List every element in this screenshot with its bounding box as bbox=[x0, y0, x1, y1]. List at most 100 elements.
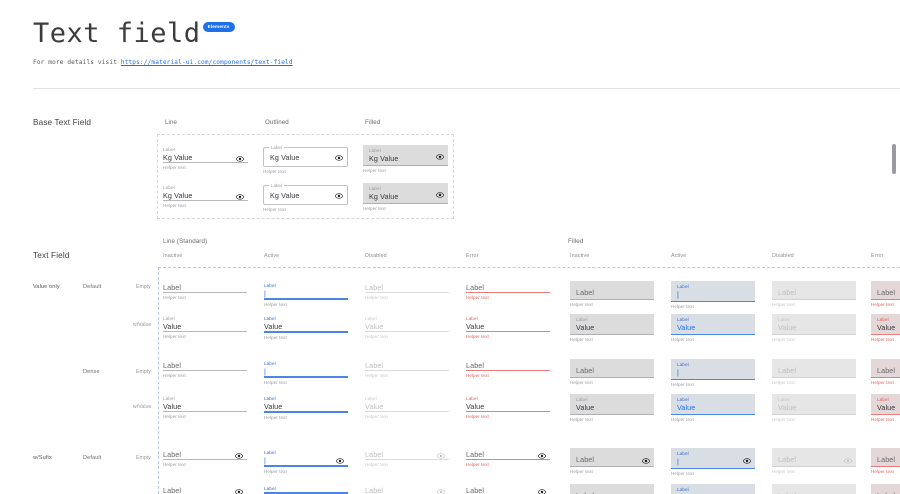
text-field-filled-active[interactable]: Label| bbox=[671, 484, 755, 494]
text-field-line-active[interactable]: Label | Helper text bbox=[264, 450, 348, 475]
text-field-filled-active[interactable]: Label | Helper text bbox=[671, 281, 755, 310]
base-field-outlined-2[interactable]: Label Kg Value Helper text bbox=[263, 183, 348, 213]
eye-icon[interactable] bbox=[436, 191, 444, 199]
text-field-line-active[interactable]: Label Value Helper text bbox=[264, 396, 348, 421]
field-box[interactable]: Label bbox=[772, 484, 856, 494]
field-box[interactable]: Label Value bbox=[570, 394, 654, 415]
field-box[interactable]: Label bbox=[570, 359, 654, 378]
eye-icon[interactable] bbox=[844, 457, 852, 465]
text-field-line-error[interactable]: Label Helper text bbox=[466, 450, 550, 468]
text-field-line-disabled[interactable]: Label Helper text bbox=[365, 283, 449, 301]
eye-icon[interactable] bbox=[236, 155, 244, 163]
field-box[interactable]: Label Value bbox=[671, 314, 755, 335]
field-box[interactable]: Label Value bbox=[772, 394, 856, 415]
text-field-filled-disabled[interactable]: Label Helper text bbox=[772, 448, 856, 475]
field-box[interactable]: Label| bbox=[671, 281, 755, 302]
field-box[interactable]: Label bbox=[570, 448, 654, 467]
text-field-filled-disabled[interactable]: Label Helper text bbox=[772, 359, 856, 386]
eye-icon[interactable] bbox=[335, 192, 343, 200]
text-field-filled-error[interactable]: Label bbox=[871, 484, 900, 494]
text-field-line-error[interactable]: Label Value Helper text bbox=[466, 396, 550, 420]
text-field-line-disabled[interactable]: Label Helper text bbox=[365, 450, 449, 468]
text-field-line-inactive[interactable]: Label Value Helper text bbox=[163, 396, 247, 420]
field-box[interactable]: Label Kg Value bbox=[263, 183, 348, 205]
field-box[interactable]: Label Value bbox=[671, 394, 755, 415]
field-box[interactable]: Label bbox=[570, 484, 654, 494]
text-field-line-disabled[interactable]: Label Value Helper text bbox=[365, 316, 449, 340]
text-field-filled-error[interactable]: Label Helper text bbox=[871, 359, 900, 386]
eye-icon[interactable] bbox=[538, 452, 546, 460]
eye-icon[interactable] bbox=[336, 457, 344, 465]
text-field-line-disabled[interactable]: Label Value Helper text bbox=[365, 396, 449, 420]
text-field-line-inactive[interactable]: Label Helper text bbox=[163, 450, 247, 468]
text-field-filled-inactive[interactable]: Label bbox=[570, 484, 654, 494]
text-field-filled-active[interactable]: Label | Helper text bbox=[671, 359, 755, 388]
text-field-filled-disabled[interactable]: Label Value Helper text bbox=[772, 314, 856, 343]
text-field-filled-active[interactable]: Label | Helper text bbox=[671, 448, 755, 477]
text-field-line-inactive[interactable]: Label Helper text bbox=[163, 361, 247, 379]
text-field-line-error[interactable]: Label Helper text bbox=[466, 283, 550, 301]
field-box[interactable]: Label bbox=[772, 281, 856, 300]
field-box[interactable]: Label bbox=[570, 281, 654, 300]
text-field-filled-error[interactable]: Label Helper text bbox=[871, 281, 900, 308]
text-field-filled-inactive[interactable]: Label Value Helper text bbox=[570, 314, 654, 343]
text-field-line-disabled[interactable]: Label bbox=[365, 486, 449, 494]
text-field-line-active[interactable]: Label bbox=[264, 486, 348, 494]
text-field-filled-inactive[interactable]: Label Value Helper text bbox=[570, 394, 654, 423]
text-field-line-inactive[interactable]: Label bbox=[163, 486, 247, 494]
text-field-filled-active[interactable]: Label Value Helper text bbox=[671, 314, 755, 343]
text-field-line-error[interactable]: Label Helper text bbox=[466, 361, 550, 379]
field-box[interactable]: Label bbox=[772, 359, 856, 378]
text-field-line-error[interactable]: Label bbox=[466, 486, 550, 494]
text-field-line-inactive[interactable]: Label Value Helper text bbox=[163, 316, 247, 340]
field-box[interactable]: Label| bbox=[671, 448, 755, 469]
text-field-filled-disabled[interactable]: Label bbox=[772, 484, 856, 494]
base-field-outlined-1[interactable]: Label Kg Value Helper text bbox=[263, 145, 348, 175]
text-field-line-active[interactable]: Label | Helper text bbox=[264, 283, 348, 308]
base-field-filled-1[interactable]: Label Kg Value Helper text bbox=[363, 145, 448, 174]
eye-icon[interactable] bbox=[235, 452, 243, 460]
text-field-line-active[interactable]: Label | Helper text bbox=[264, 361, 348, 386]
text-field-filled-error[interactable]: Label Helper text bbox=[871, 448, 900, 475]
text-field-filled-error[interactable]: Label Value Helper text bbox=[871, 314, 900, 343]
text-field-filled-error[interactable]: Label Value Helper text bbox=[871, 394, 900, 423]
eye-icon[interactable] bbox=[538, 488, 546, 494]
text-field-filled-disabled[interactable]: Label Value Helper text bbox=[772, 394, 856, 423]
field-box[interactable]: Label Value bbox=[871, 314, 900, 335]
text-field-filled-inactive[interactable]: Label Helper text bbox=[570, 359, 654, 386]
base-field-line-2[interactable]: Label Kg Value Helper text bbox=[163, 185, 248, 209]
text-field-filled-inactive[interactable]: Label Helper text bbox=[570, 448, 654, 475]
field-box[interactable]: Label Value bbox=[570, 314, 654, 335]
eye-icon[interactable] bbox=[436, 153, 444, 161]
eye-icon[interactable] bbox=[335, 154, 343, 162]
field-box[interactable]: Label Kg Value bbox=[263, 145, 348, 167]
text-field-line-active[interactable]: Label Value Helper text bbox=[264, 316, 348, 341]
scrollbar-thumb[interactable] bbox=[892, 144, 896, 174]
field-box[interactable]: Label bbox=[871, 281, 900, 300]
field-box[interactable]: Label Kg Value bbox=[363, 145, 448, 166]
text-field-filled-active[interactable]: Label Value Helper text bbox=[671, 394, 755, 423]
field-box[interactable]: Label Kg Value bbox=[363, 183, 448, 204]
docs-link[interactable]: https://material-ui.com/components/text-… bbox=[120, 59, 293, 66]
eye-icon[interactable] bbox=[235, 488, 243, 494]
field-box[interactable]: Label Value bbox=[772, 314, 856, 335]
text-field-filled-disabled[interactable]: Label Helper text bbox=[772, 281, 856, 308]
field-box[interactable]: Label| bbox=[671, 359, 755, 380]
eye-icon[interactable] bbox=[437, 488, 445, 494]
text-field-line-inactive[interactable]: Label Helper text bbox=[163, 283, 247, 301]
eye-icon[interactable] bbox=[642, 457, 650, 465]
base-field-filled-2[interactable]: Label Kg Value Helper text bbox=[363, 183, 448, 212]
eye-icon[interactable] bbox=[236, 193, 244, 201]
eye-icon[interactable] bbox=[743, 457, 751, 465]
eye-icon[interactable] bbox=[437, 452, 445, 460]
base-field-line-1[interactable]: Label Kg Value Helper text bbox=[163, 147, 248, 171]
field-box[interactable]: Label| bbox=[671, 484, 755, 494]
field-box[interactable]: Label bbox=[871, 484, 900, 494]
text-field-line-disabled[interactable]: Label Helper text bbox=[365, 361, 449, 379]
field-box[interactable]: Label bbox=[772, 448, 856, 467]
vertical-scrollbar[interactable] bbox=[891, 92, 897, 494]
field-box[interactable]: Label bbox=[871, 448, 900, 467]
text-field-line-error[interactable]: Label Value Helper text bbox=[466, 316, 550, 340]
text-field-filled-inactive[interactable]: Label Helper text bbox=[570, 281, 654, 308]
field-box[interactable]: Label Value bbox=[871, 394, 900, 415]
